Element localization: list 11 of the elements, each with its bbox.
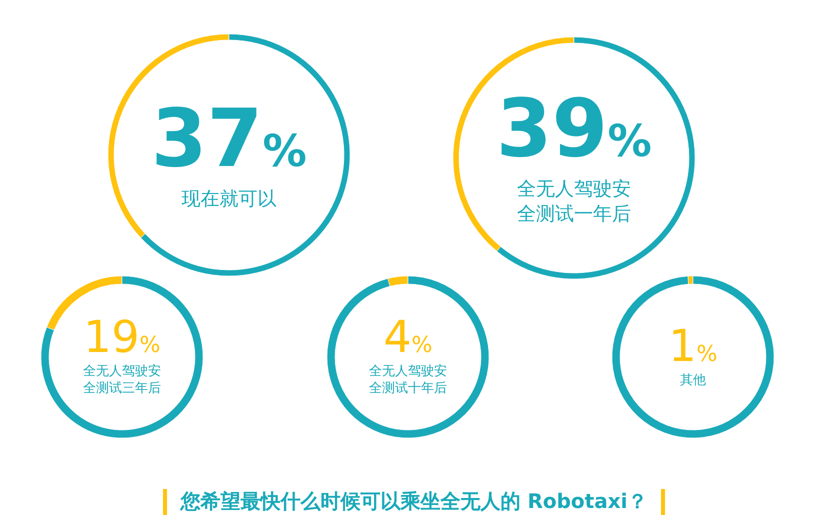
- data-label: 39%: [496, 82, 652, 176]
- data-label: 37%: [151, 92, 307, 185]
- slice-label: 全无人驾驶安全测试一年后: [516, 177, 632, 227]
- slice-label: 现在就可以: [182, 186, 276, 212]
- data-label: 4%: [384, 312, 432, 364]
- slice-label: 全无人驾驶安全测试十年后: [368, 364, 448, 398]
- slice-label: 其他: [680, 372, 706, 390]
- slice-label: 全无人驾驶安全测试三年后: [82, 364, 162, 398]
- text: 您希望最快什么时候可以乘坐全无人的 Robotaxi？: [180, 488, 648, 515]
- data-label: 19%: [84, 312, 160, 364]
- data-label: 1%: [668, 320, 718, 372]
